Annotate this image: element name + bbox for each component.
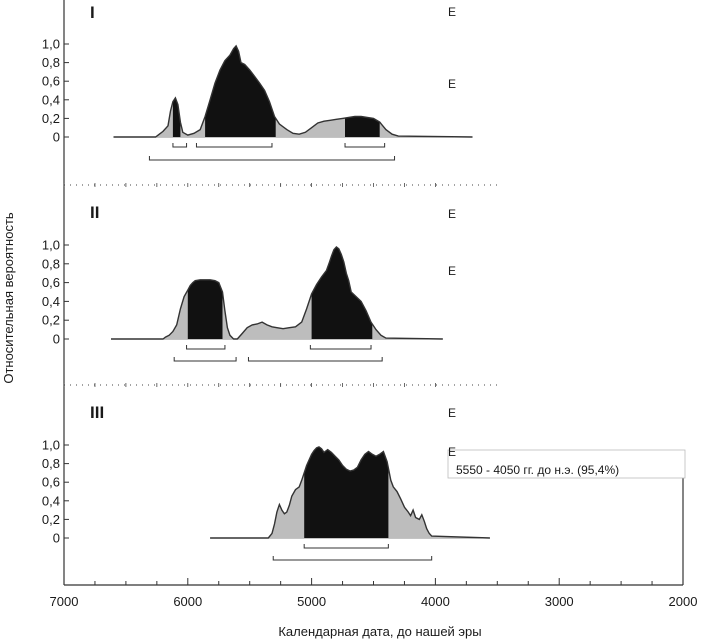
hpd68-bracket-2 xyxy=(309,345,372,350)
y-tick-label: 0,2 xyxy=(42,512,60,527)
y-tick-label: 1,0 xyxy=(42,238,60,253)
hpd68-region-1 xyxy=(172,97,181,137)
y-tick-label: 0,6 xyxy=(42,475,60,490)
panel-label-I: I xyxy=(90,3,95,22)
hpd68-bracket-2 xyxy=(195,143,273,148)
y-tick-label: 0,8 xyxy=(42,456,60,471)
legend-fragment-5: E xyxy=(448,406,456,420)
panel-III: III xyxy=(90,403,490,561)
hpd95-bracket-1 xyxy=(173,357,237,362)
x-tick-label: 6000 xyxy=(173,594,202,609)
y-tick-label: 0,4 xyxy=(42,92,60,107)
legend-fragment-4: E xyxy=(448,264,456,278)
x-tick-label: 4000 xyxy=(421,594,450,609)
hpd95-bracket-2 xyxy=(247,357,383,362)
y-tick-label: 0,2 xyxy=(42,111,60,126)
legend-fragment-7: 5550 - 4050 гг. до н.э. (95,4%) xyxy=(456,463,619,477)
x-tick-label: 7000 xyxy=(50,594,79,609)
y-tick-label: 0,8 xyxy=(42,256,60,271)
x-ticks-layer: 7000 6000 5000 4000 3000 2000 xyxy=(50,183,698,609)
hpd68-region-2 xyxy=(205,45,276,137)
hpd95-bracket-1 xyxy=(148,156,396,161)
hpd68-region-1 xyxy=(304,446,389,538)
hpd68-bracket-1 xyxy=(172,143,188,148)
y-tick-label: 0 xyxy=(53,531,60,546)
y-tick-label: 0 xyxy=(53,130,60,145)
hpd68-region-2 xyxy=(311,246,373,339)
hpd68-bracket-1 xyxy=(186,345,226,350)
panel-label-II: II xyxy=(90,203,99,222)
y-tick-label: 0,8 xyxy=(42,55,60,70)
y-ticks-layer: 1,0 0,8 0,6 0,4 0,2 0 1,0 0,8 0,6 0,4 0,2 0 1,0 0,8 0,… xyxy=(42,37,69,546)
legend-fragment-2: E xyxy=(448,77,456,91)
hpd68-bracket-3 xyxy=(344,143,386,148)
y-tick-label: 0,6 xyxy=(42,74,60,89)
panel-label-III: III xyxy=(90,403,104,422)
y-tick-label: 0,2 xyxy=(42,313,60,328)
y-tick-label: 1,0 xyxy=(42,37,60,52)
panel-II: II xyxy=(90,203,443,362)
probability-area xyxy=(111,246,443,339)
probability-curve xyxy=(113,44,473,138)
y-tick-label: 0 xyxy=(53,332,60,347)
y-tick-label: 1,0 xyxy=(42,438,60,453)
x-axis-title: Календарная дата, до нашей эры xyxy=(278,624,481,639)
hpd68-region-3 xyxy=(345,116,380,137)
hpd95-bracket-1 xyxy=(272,556,433,561)
y-axis-title: Относительная вероятность xyxy=(1,212,16,384)
legend-fragment-1: E xyxy=(448,5,456,19)
legend-box xyxy=(447,449,686,479)
x-tick-label: 5000 xyxy=(297,594,326,609)
probability-area xyxy=(113,45,473,137)
legend-fragment-6: E xyxy=(448,445,456,459)
y-tick-label: 0,6 xyxy=(42,275,60,290)
legend-fragment-3: E xyxy=(448,207,456,221)
legend-area: E E E E E E 5550 - 4050 гг. до н.э. (95,… xyxy=(447,5,686,479)
panel-I: I xyxy=(90,3,473,161)
hpd68-region-1 xyxy=(187,279,223,339)
y-tick-label: 0,4 xyxy=(42,294,60,309)
probability-curve xyxy=(210,446,490,539)
x-tick-label: 2000 xyxy=(669,594,698,609)
x-tick-label: 3000 xyxy=(545,594,574,609)
y-tick-label: 0,4 xyxy=(42,493,60,508)
hpd68-bracket-1 xyxy=(303,544,389,549)
probability-curve xyxy=(111,245,443,340)
